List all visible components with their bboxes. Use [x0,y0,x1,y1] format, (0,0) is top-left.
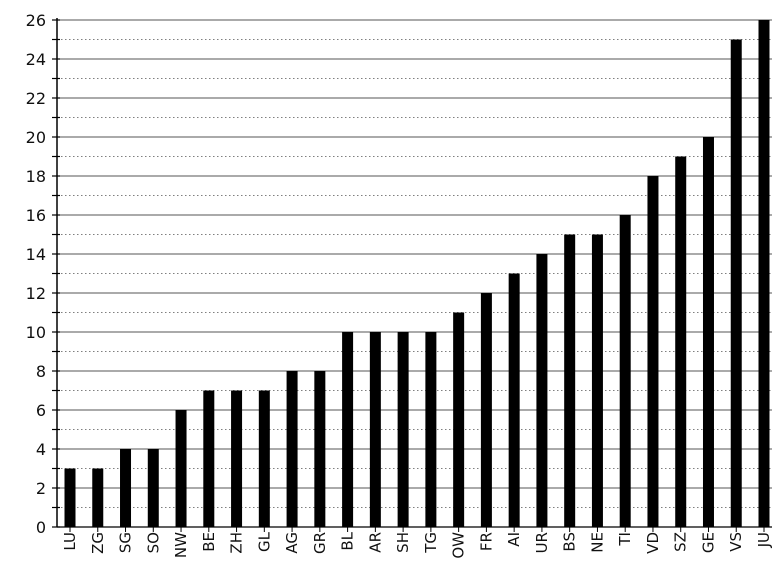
bar-vd [647,176,659,527]
x-category-label: GR [311,532,329,554]
y-tick-label: 12 [26,284,46,303]
bar-tg [425,332,437,527]
bar-sg [120,449,132,527]
x-category-label: GL [255,531,273,552]
bar-ti [619,215,631,527]
bar-zg [92,468,104,527]
x-category-label: NW [172,532,190,558]
y-tick-label: 16 [26,206,46,225]
bar-gl [258,390,270,527]
bar-nw [175,410,187,527]
bar-vs [730,39,742,527]
y-tick-label: 4 [36,440,46,459]
bar-ne [591,234,603,527]
y-tick-label: 24 [26,50,46,69]
bar-ge [702,137,714,527]
bar-ai [508,273,520,527]
x-category-label: AG [283,532,301,554]
bar-sz [675,156,687,527]
x-category-label: NE [588,532,606,553]
x-category-label: VD [644,532,662,554]
bar-be [203,390,215,527]
bar-ju [758,20,770,527]
bar-ag [286,371,298,527]
bar-so [147,449,159,527]
x-category-label: ZH [228,532,246,554]
bars [64,20,770,527]
bar-gr [314,371,326,527]
bar-bs [564,234,576,527]
y-tick-label: 10 [26,323,46,342]
grid-lines [57,19,772,528]
bar-ow [453,312,465,527]
y-tick-label: 20 [26,128,46,147]
x-category-label: UR [533,532,551,553]
bar-ar [369,332,381,527]
y-tick-label: 8 [36,362,46,381]
x-category-label: SZ [672,532,690,552]
x-category-label: TG [422,532,440,554]
x-category-label: AR [366,532,384,553]
x-category-label: FR [477,532,495,551]
x-category-label: JU [755,532,773,548]
bar-ur [536,254,548,527]
bar-sh [397,332,409,527]
x-category-label: SG [117,532,135,553]
axes [52,18,772,532]
bar-lu [64,468,76,527]
x-category-label: GE [699,532,717,553]
bar-fr [480,293,492,527]
x-category-label: VS [727,532,745,552]
x-category-label: BS [561,532,579,552]
x-category-label: ZG [89,532,107,554]
y-tick-label: 0 [36,518,46,537]
x-category-label: AI [505,532,523,547]
y-tick-label: 26 [26,11,46,30]
x-category-label: SO [144,532,162,553]
bar-bl [342,332,354,527]
y-tick-label: 18 [26,167,46,186]
x-category-label: SH [394,532,412,553]
x-category-label: BL [339,531,357,550]
y-tick-label: 2 [36,479,46,498]
y-tick-label: 22 [26,89,46,108]
y-tick-label: 6 [36,401,46,420]
bar-zh [231,390,243,527]
x-category-label: LU [61,532,79,551]
x-category-label: BE [200,532,218,552]
x-category-label: OW [450,532,468,559]
y-tick-label: 14 [26,245,46,264]
x-axis-category-labels: LU ZG SG SO NW BE ZH GL AG GR BL AR SH TG OW FR AI UR BS NE… [61,531,773,558]
x-category-label: TI [616,532,634,547]
